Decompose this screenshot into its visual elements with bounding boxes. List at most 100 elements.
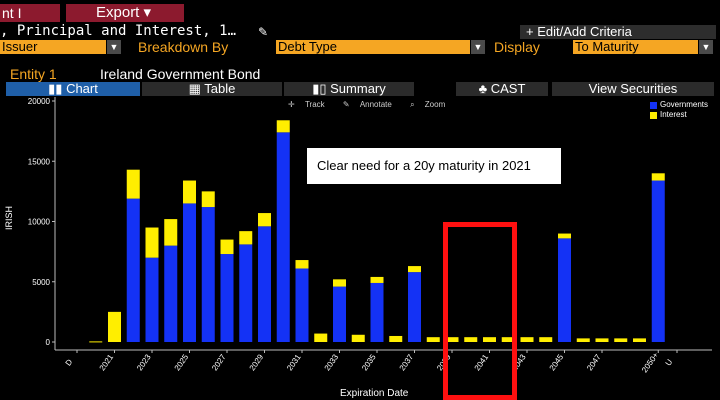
cast-label: CAST: [490, 81, 526, 96]
x-tick-label: 2047: [585, 352, 603, 372]
x-tick-label: 2029: [248, 352, 266, 372]
x-tick-label: 2021: [98, 352, 116, 372]
export-button[interactable]: Export ▾: [66, 4, 184, 22]
bar-governments: [183, 203, 196, 342]
y-tick-label: 5000: [32, 278, 50, 287]
bar-governments: [258, 226, 271, 342]
group-by-select[interactable]: Issuer: [0, 40, 106, 54]
x-tick-label: 2033: [323, 352, 341, 372]
y-tick-label: 10000: [28, 218, 51, 227]
edit-criteria-button[interactable]: + Edit/Add Criteria: [520, 25, 716, 39]
bar-interest: [520, 337, 534, 342]
x-tick-label: 2025: [173, 352, 191, 372]
bar-governments: [164, 245, 178, 342]
display-select[interactable]: To Maturity: [573, 40, 698, 54]
view-securities-button[interactable]: View Securities: [552, 82, 714, 96]
bar-interest: [651, 173, 665, 181]
bar-governments: [651, 180, 665, 342]
x-tick-label: 2037: [398, 352, 416, 372]
bar-governments: [558, 238, 571, 342]
breakdown-label: Breakdown By: [138, 39, 229, 55]
chart-legend: Governments Interest: [650, 100, 720, 120]
track-label: Track: [304, 100, 325, 109]
tab-summary[interactable]: ▮▯ Summary: [284, 82, 414, 96]
bar-governments: [370, 282, 384, 342]
bar-interest: [389, 335, 403, 342]
bar-interest: [276, 120, 290, 133]
bar-interest: [145, 227, 159, 258]
entity-row: Entity 1 Ireland Government Bond: [0, 66, 720, 82]
cast-button[interactable]: ♣ CAST: [456, 82, 548, 96]
x-tick-label: D: [64, 357, 75, 367]
zoom-tool[interactable]: ⌕ Zoom: [410, 100, 453, 109]
x-tick-label: 2045: [548, 352, 566, 372]
criteria-row: , Principal and Interest, 1… ✎ + Edit/Ad…: [0, 24, 720, 39]
crosshair-icon: ✛: [288, 100, 297, 109]
breakdown-select[interactable]: Debt Type: [276, 40, 470, 54]
annotate-tool[interactable]: ✎ Annotate: [343, 100, 400, 109]
bar-interest: [108, 311, 121, 342]
entity-value: Ireland Government Bond: [100, 66, 261, 82]
legend-swatch-interest: [650, 112, 657, 119]
export-label: Export: [96, 4, 140, 21]
legend-item-governments: Governments: [650, 100, 720, 110]
x-tick-label: 2035: [360, 352, 378, 372]
highlight-box: [443, 222, 517, 400]
summary-icon: ▮▯: [312, 81, 331, 96]
bar-interest: [314, 333, 328, 342]
chevron-down-icon[interactable]: ▼: [471, 40, 485, 54]
criteria-text: , Principal and Interest, 1…: [0, 23, 237, 39]
bar-interest: [333, 279, 346, 287]
bar-interest: [501, 337, 515, 342]
pencil-icon[interactable]: ✎: [258, 25, 269, 39]
chevron-down-icon[interactable]: ▼: [107, 40, 121, 54]
display-label: Display: [494, 39, 540, 55]
chevron-down-icon[interactable]: ▼: [699, 40, 713, 54]
y-tick-label: 15000: [28, 157, 51, 166]
x-tick-label: 2023: [135, 352, 153, 372]
pencil-icon: ✎: [342, 100, 352, 109]
bar-interest: [633, 338, 646, 342]
bar-interest: [539, 337, 553, 342]
bar-interest: [445, 337, 459, 342]
y-tick-label: 20000: [28, 97, 51, 106]
tab-table[interactable]: ▦ Table: [142, 82, 282, 96]
bar-interest: [464, 337, 478, 342]
bar-governments: [239, 244, 253, 342]
bar-governments: [145, 257, 159, 342]
bar-interest: [295, 260, 309, 269]
bar-interest: [408, 266, 421, 273]
chart-toolbar: ✛ Track ✎ Annotate ⌕ Zoom: [288, 100, 461, 110]
function-tab[interactable]: nt I: [0, 4, 60, 22]
table-icon: ▦: [188, 81, 205, 96]
bar-interest: [370, 276, 384, 283]
legend-label-governments: Governments: [660, 100, 709, 109]
tab-table-label: Table: [204, 81, 236, 96]
chevron-down-icon: ▾: [143, 4, 152, 21]
x-tick-label: 2031: [285, 352, 303, 372]
top-bar: nt I Export ▾: [0, 0, 720, 24]
bar-governments: [126, 198, 140, 342]
bar-interest: [220, 239, 234, 255]
x-tick-label: U: [664, 357, 675, 367]
tab-summary-label: Summary: [330, 81, 386, 96]
bar-interest: [239, 231, 253, 245]
bar-interest: [595, 338, 609, 342]
bar-interest: [614, 338, 628, 342]
bar-governments: [220, 254, 234, 342]
annotate-label: Annotate: [359, 100, 392, 109]
bar-interest: [164, 219, 178, 246]
bar-chart-icon: ▮▮: [48, 81, 67, 96]
track-tool[interactable]: ✛ Track: [288, 100, 333, 109]
bar-governments: [333, 286, 346, 342]
bar-interest: [201, 191, 215, 208]
y-axis-label: IRISH: [4, 205, 14, 230]
bar-interest: [426, 337, 440, 342]
bar-governments: [295, 268, 309, 342]
tab-chart-label: Chart: [66, 81, 98, 96]
bar-interest: [126, 169, 140, 199]
zoom-label: Zoom: [424, 100, 446, 109]
bar-interest: [576, 338, 590, 342]
tab-chart[interactable]: ▮▮ Chart: [6, 82, 140, 96]
